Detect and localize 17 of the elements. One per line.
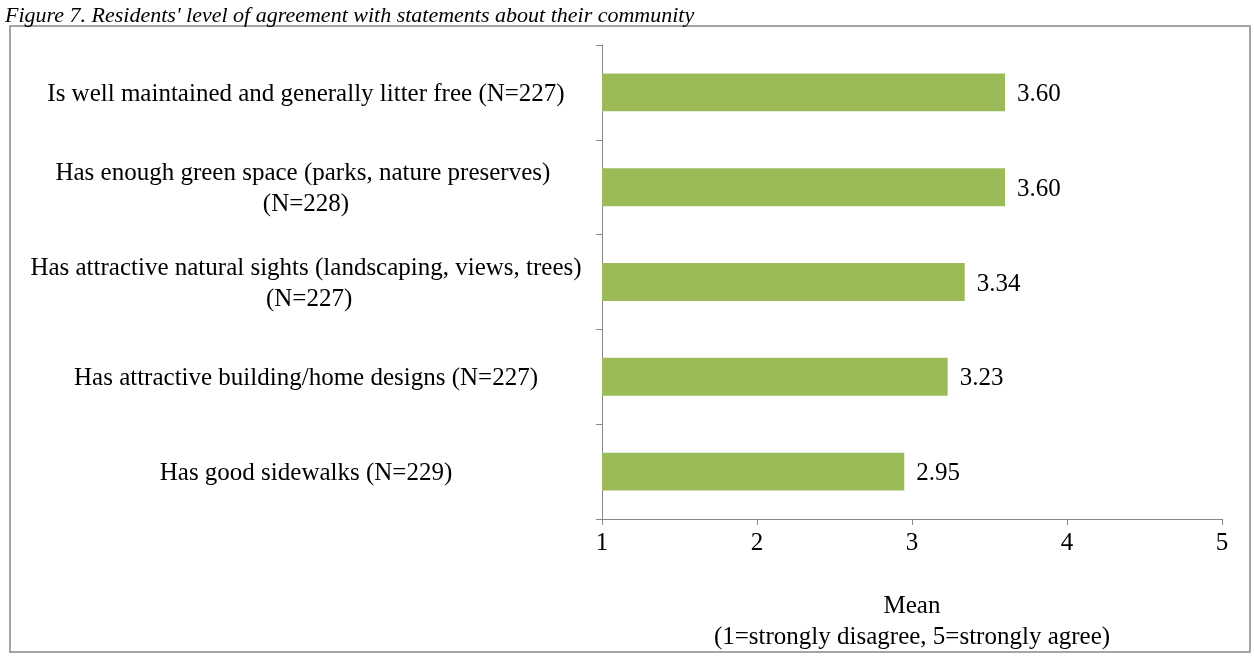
x-tick-label: 5 bbox=[1215, 528, 1229, 555]
data-label: 3.60 bbox=[1017, 78, 1061, 106]
data-label: 3.34 bbox=[976, 268, 1021, 296]
x-tick-label: 3 bbox=[905, 528, 919, 555]
text: Figure 7. Residents' level of agreement with statements about their community bbox=[4, 1, 695, 27]
data-label: 3.23 bbox=[959, 363, 1004, 391]
data-label: 3.60 bbox=[1017, 173, 1061, 201]
x-axis-title: Mean (1=strongly disagree, 5=strongly agree) bbox=[713, 591, 1111, 650]
x-tick-label: 2 bbox=[750, 528, 764, 555]
x-tick-label: 1 bbox=[595, 528, 609, 555]
data-label: 2.95 bbox=[916, 458, 960, 486]
y-tick-label: Has enough green space (parks, nature preserves) (N=228) bbox=[55, 158, 557, 218]
y-tick-label: Has good sidewalks (N=229) bbox=[159, 458, 453, 487]
y-tick-label: Has attractive building/home designs (N=227) bbox=[73, 363, 539, 392]
y-tick-label: Is well maintained and generally litter free (N=227) bbox=[47, 78, 565, 107]
x-tick-label: 4 bbox=[1060, 528, 1074, 555]
y-tick-label: Has attractive natural sights (landscaping, views, trees) (N=227) bbox=[30, 253, 582, 312]
